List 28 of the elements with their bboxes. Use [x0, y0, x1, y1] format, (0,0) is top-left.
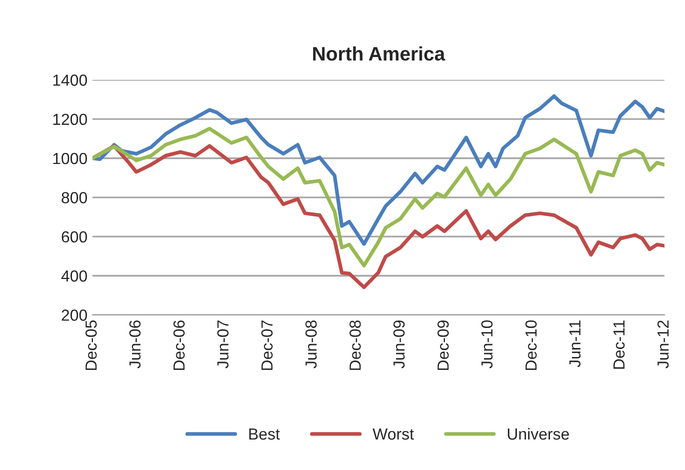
x-tick-label: Dec-10 [525, 320, 537, 370]
x-tick-label: Dec-11 [614, 320, 625, 369]
chart-title: North America [313, 46, 446, 61]
x-tick-label: Jun-07 [217, 320, 229, 368]
legend-label: Worst [372, 428, 414, 440]
line-series [92, 94, 664, 246]
legend-label: Best [249, 428, 280, 440]
x-tick-label: Dec-09 [437, 320, 449, 370]
y-tick-label: 1200 [53, 114, 87, 126]
x-tick-label: Jun-11 [569, 320, 581, 368]
x-tick-label: Dec-08 [350, 320, 361, 370]
x-tick-label: Jun-12 [657, 320, 669, 368]
x-tick-label: Dec-06 [173, 320, 185, 370]
x-tick-label: Jun-09 [393, 320, 405, 368]
y-tick-label: 600 [62, 231, 87, 243]
x-tick-label: Jun-06 [129, 320, 141, 368]
y-tick-label: 200 [62, 310, 87, 321]
x-tick-label: Dec-05 [85, 320, 97, 370]
legend-label: Universe [508, 428, 569, 440]
y-tick-label: 400 [61, 270, 87, 282]
y-tick-label: 1000 [53, 152, 87, 164]
x-tick-label: Dec-07 [261, 320, 273, 370]
line-series [92, 126, 664, 268]
line-series [92, 144, 664, 290]
x-tick-label: Jun-08 [305, 320, 317, 368]
x-tick-label: Jun-10 [481, 320, 493, 368]
y-tick-label: 800 [62, 192, 87, 204]
y-tick-label: 1400 [53, 74, 87, 86]
